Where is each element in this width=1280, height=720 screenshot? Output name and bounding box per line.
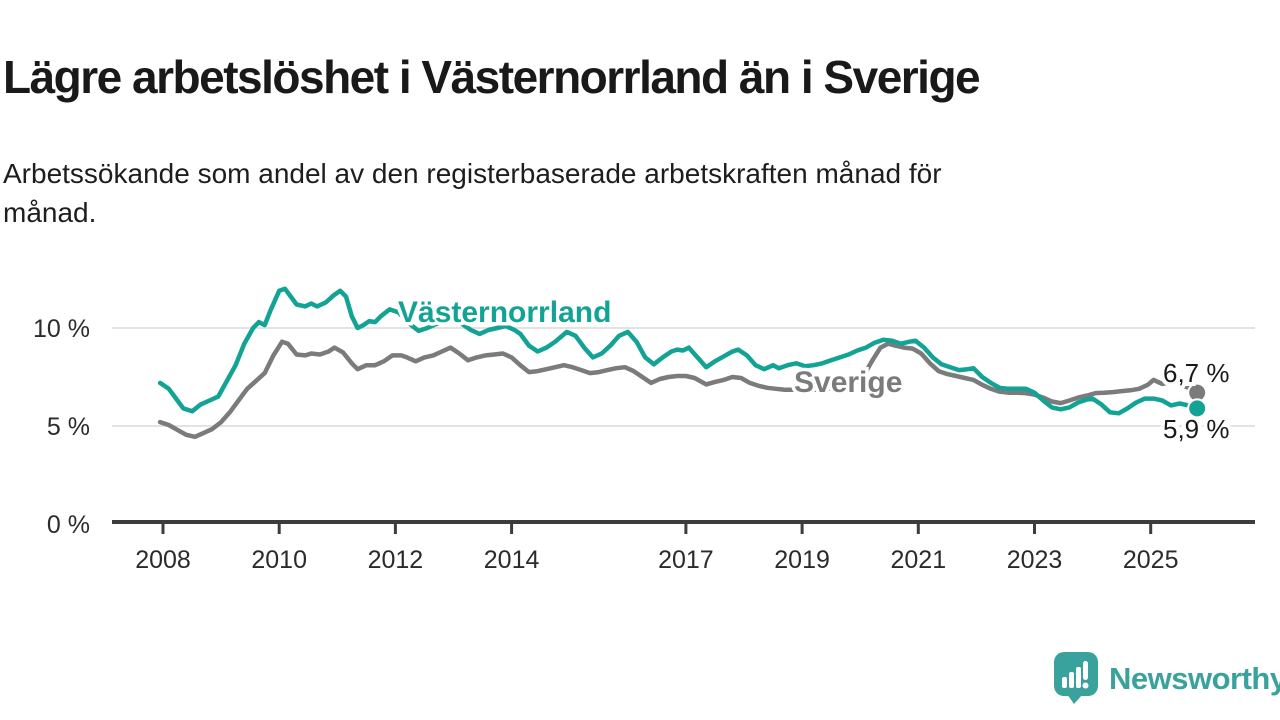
newsworthy-logo[interactable]: Newsworthy (1054, 652, 1280, 705)
x-tick-labels: 2008 2010 2012 2014 2017 2019 2021 2023 2025 (135, 546, 1178, 574)
x-tick-2023: 2023 (1007, 546, 1063, 574)
x-tick-2017: 2017 (658, 546, 714, 574)
series-label-vasternorrland: Västernorrland (398, 296, 611, 329)
series-end-dots (1187, 382, 1208, 419)
x-tick-2008: 2008 (135, 546, 191, 574)
y-tick-5: 5 % (47, 413, 90, 441)
end-value-label-sverige: 6,7 % (1163, 358, 1230, 388)
line-sverige (157, 339, 1200, 440)
x-axis (112, 520, 1255, 534)
x-tick-2010: 2010 (251, 546, 307, 574)
subtitle-line-1: Arbetssökande som andel av den registerb… (3, 158, 942, 189)
y-tick-10: 10 % (33, 315, 90, 343)
y-tick-labels: 0 % 5 % 10 % (33, 315, 90, 539)
x-tick-2014: 2014 (484, 546, 540, 574)
newsworthy-icon (1054, 652, 1098, 704)
x-tick-2025: 2025 (1123, 546, 1179, 574)
series-lines (157, 286, 1200, 440)
x-tick-2021: 2021 (890, 546, 946, 574)
y-tick-0: 0 % (47, 511, 90, 539)
newsworthy-wordmark: Newsworthy (1109, 660, 1280, 696)
x-tick-2012: 2012 (368, 546, 424, 574)
gridlines (112, 327, 1255, 427)
page-title: Lägre arbetslöshet i Västernorrland än i… (3, 50, 981, 103)
subtitle-line-2: månad. (3, 197, 97, 229)
end-dot-västernorrland (1187, 398, 1208, 419)
page-subtitle: Arbetssökande som andel av den registerb… (3, 154, 1073, 232)
series-label-sverige: Sverige (794, 366, 902, 399)
x-tick-2019: 2019 (774, 546, 830, 574)
line-västernorrland (157, 286, 1200, 416)
end-value-label-vasternorrland: 5,9 % (1163, 414, 1230, 444)
